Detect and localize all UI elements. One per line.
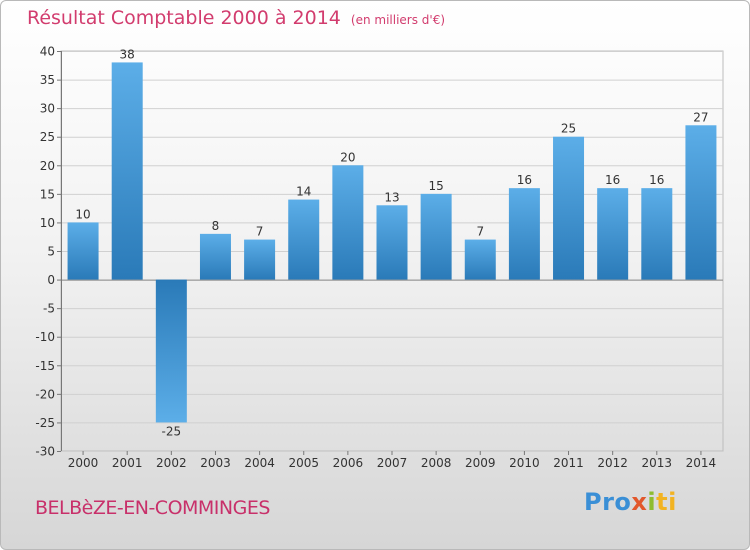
x-tick-label: 2008 (421, 456, 452, 470)
y-tick-label: 5 (47, 245, 55, 259)
chart-title-text: Résultat Comptable 2000 à 2014 (27, 7, 341, 29)
bar-value-label: -25 (162, 424, 182, 438)
logo-part-3: i (647, 488, 657, 516)
y-tick-label: 40 (40, 45, 55, 59)
bar-2000 (67, 222, 99, 280)
y-tick-label: -30 (35, 445, 55, 459)
bar-2010 (508, 188, 540, 280)
bar-value-label: 27 (693, 110, 708, 124)
x-tick-label: 2004 (244, 456, 275, 470)
x-tick-label: 2005 (288, 456, 319, 470)
y-tick-label: 35 (40, 73, 55, 87)
x-tick-label: 2014 (686, 456, 717, 470)
y-tick-label: 25 (40, 130, 55, 144)
bar-value-label: 14 (296, 185, 311, 199)
x-tick-label: 2010 (509, 456, 540, 470)
y-tick-label: 15 (40, 187, 55, 201)
chart-subtitle: (en milliers d'€) (350, 13, 446, 27)
bar-2007 (376, 205, 408, 280)
bar-value-label: 25 (561, 122, 576, 136)
bar-2001 (111, 62, 143, 280)
bar-value-label: 8 (212, 219, 220, 233)
x-tick-label: 2011 (553, 456, 584, 470)
bar-2006 (332, 165, 364, 280)
y-tick-label: 30 (40, 102, 55, 116)
x-tick-label: 2006 (333, 456, 364, 470)
bar-2003 (199, 233, 231, 280)
y-tick-label: -10 (35, 330, 55, 344)
bar-value-label: 15 (428, 179, 443, 193)
bar-2008 (420, 193, 452, 280)
bar-value-label: 10 (75, 207, 90, 221)
y-tick-label: -15 (35, 359, 55, 373)
x-tick-label: 2003 (200, 456, 231, 470)
bar-2004 (244, 239, 276, 280)
commune-name: BELBèZE-EN-COMMINGES (35, 497, 270, 519)
x-tick-label: 2012 (597, 456, 628, 470)
bar-value-label: 16 (517, 173, 532, 187)
bar-2013 (641, 188, 673, 280)
x-tick-label: 2013 (642, 456, 673, 470)
bar-value-label: 7 (476, 225, 484, 239)
bar-2009 (464, 239, 496, 280)
bar-value-label: 16 (649, 173, 664, 187)
bar-value-label: 16 (605, 173, 620, 187)
x-tick-label: 2001 (112, 456, 143, 470)
chart-title: Résultat Comptable 2000 à 2014 (en millie… (27, 7, 445, 29)
bar-value-label: 20 (340, 150, 355, 164)
x-tick-label: 2009 (465, 456, 496, 470)
x-tick-label: 2002 (156, 456, 187, 470)
y-tick-label: 20 (40, 159, 55, 173)
bar-value-label: 13 (384, 190, 399, 204)
logo-part-2: x (631, 488, 648, 516)
bar-2005 (288, 199, 320, 280)
y-tick-label: 10 (40, 216, 55, 230)
bar-value-label: 7 (256, 225, 264, 239)
y-tick-label: -20 (35, 387, 55, 401)
bar-value-label: 38 (120, 47, 135, 61)
bar-2012 (597, 188, 629, 280)
x-tick-label: 2000 (68, 456, 99, 470)
proxiti-logo: Proxiti (584, 488, 677, 516)
bar-2011 (553, 136, 585, 280)
bar-2014 (685, 125, 717, 280)
y-tick-label: -5 (43, 302, 55, 316)
logo-part-4: ti (656, 488, 677, 516)
logo-part-1: Pro (584, 488, 632, 516)
x-tick-label: 2007 (377, 456, 408, 470)
y-tick-label: 0 (47, 273, 55, 287)
bar-2002 (155, 279, 187, 423)
y-tick-label: -25 (35, 416, 55, 430)
